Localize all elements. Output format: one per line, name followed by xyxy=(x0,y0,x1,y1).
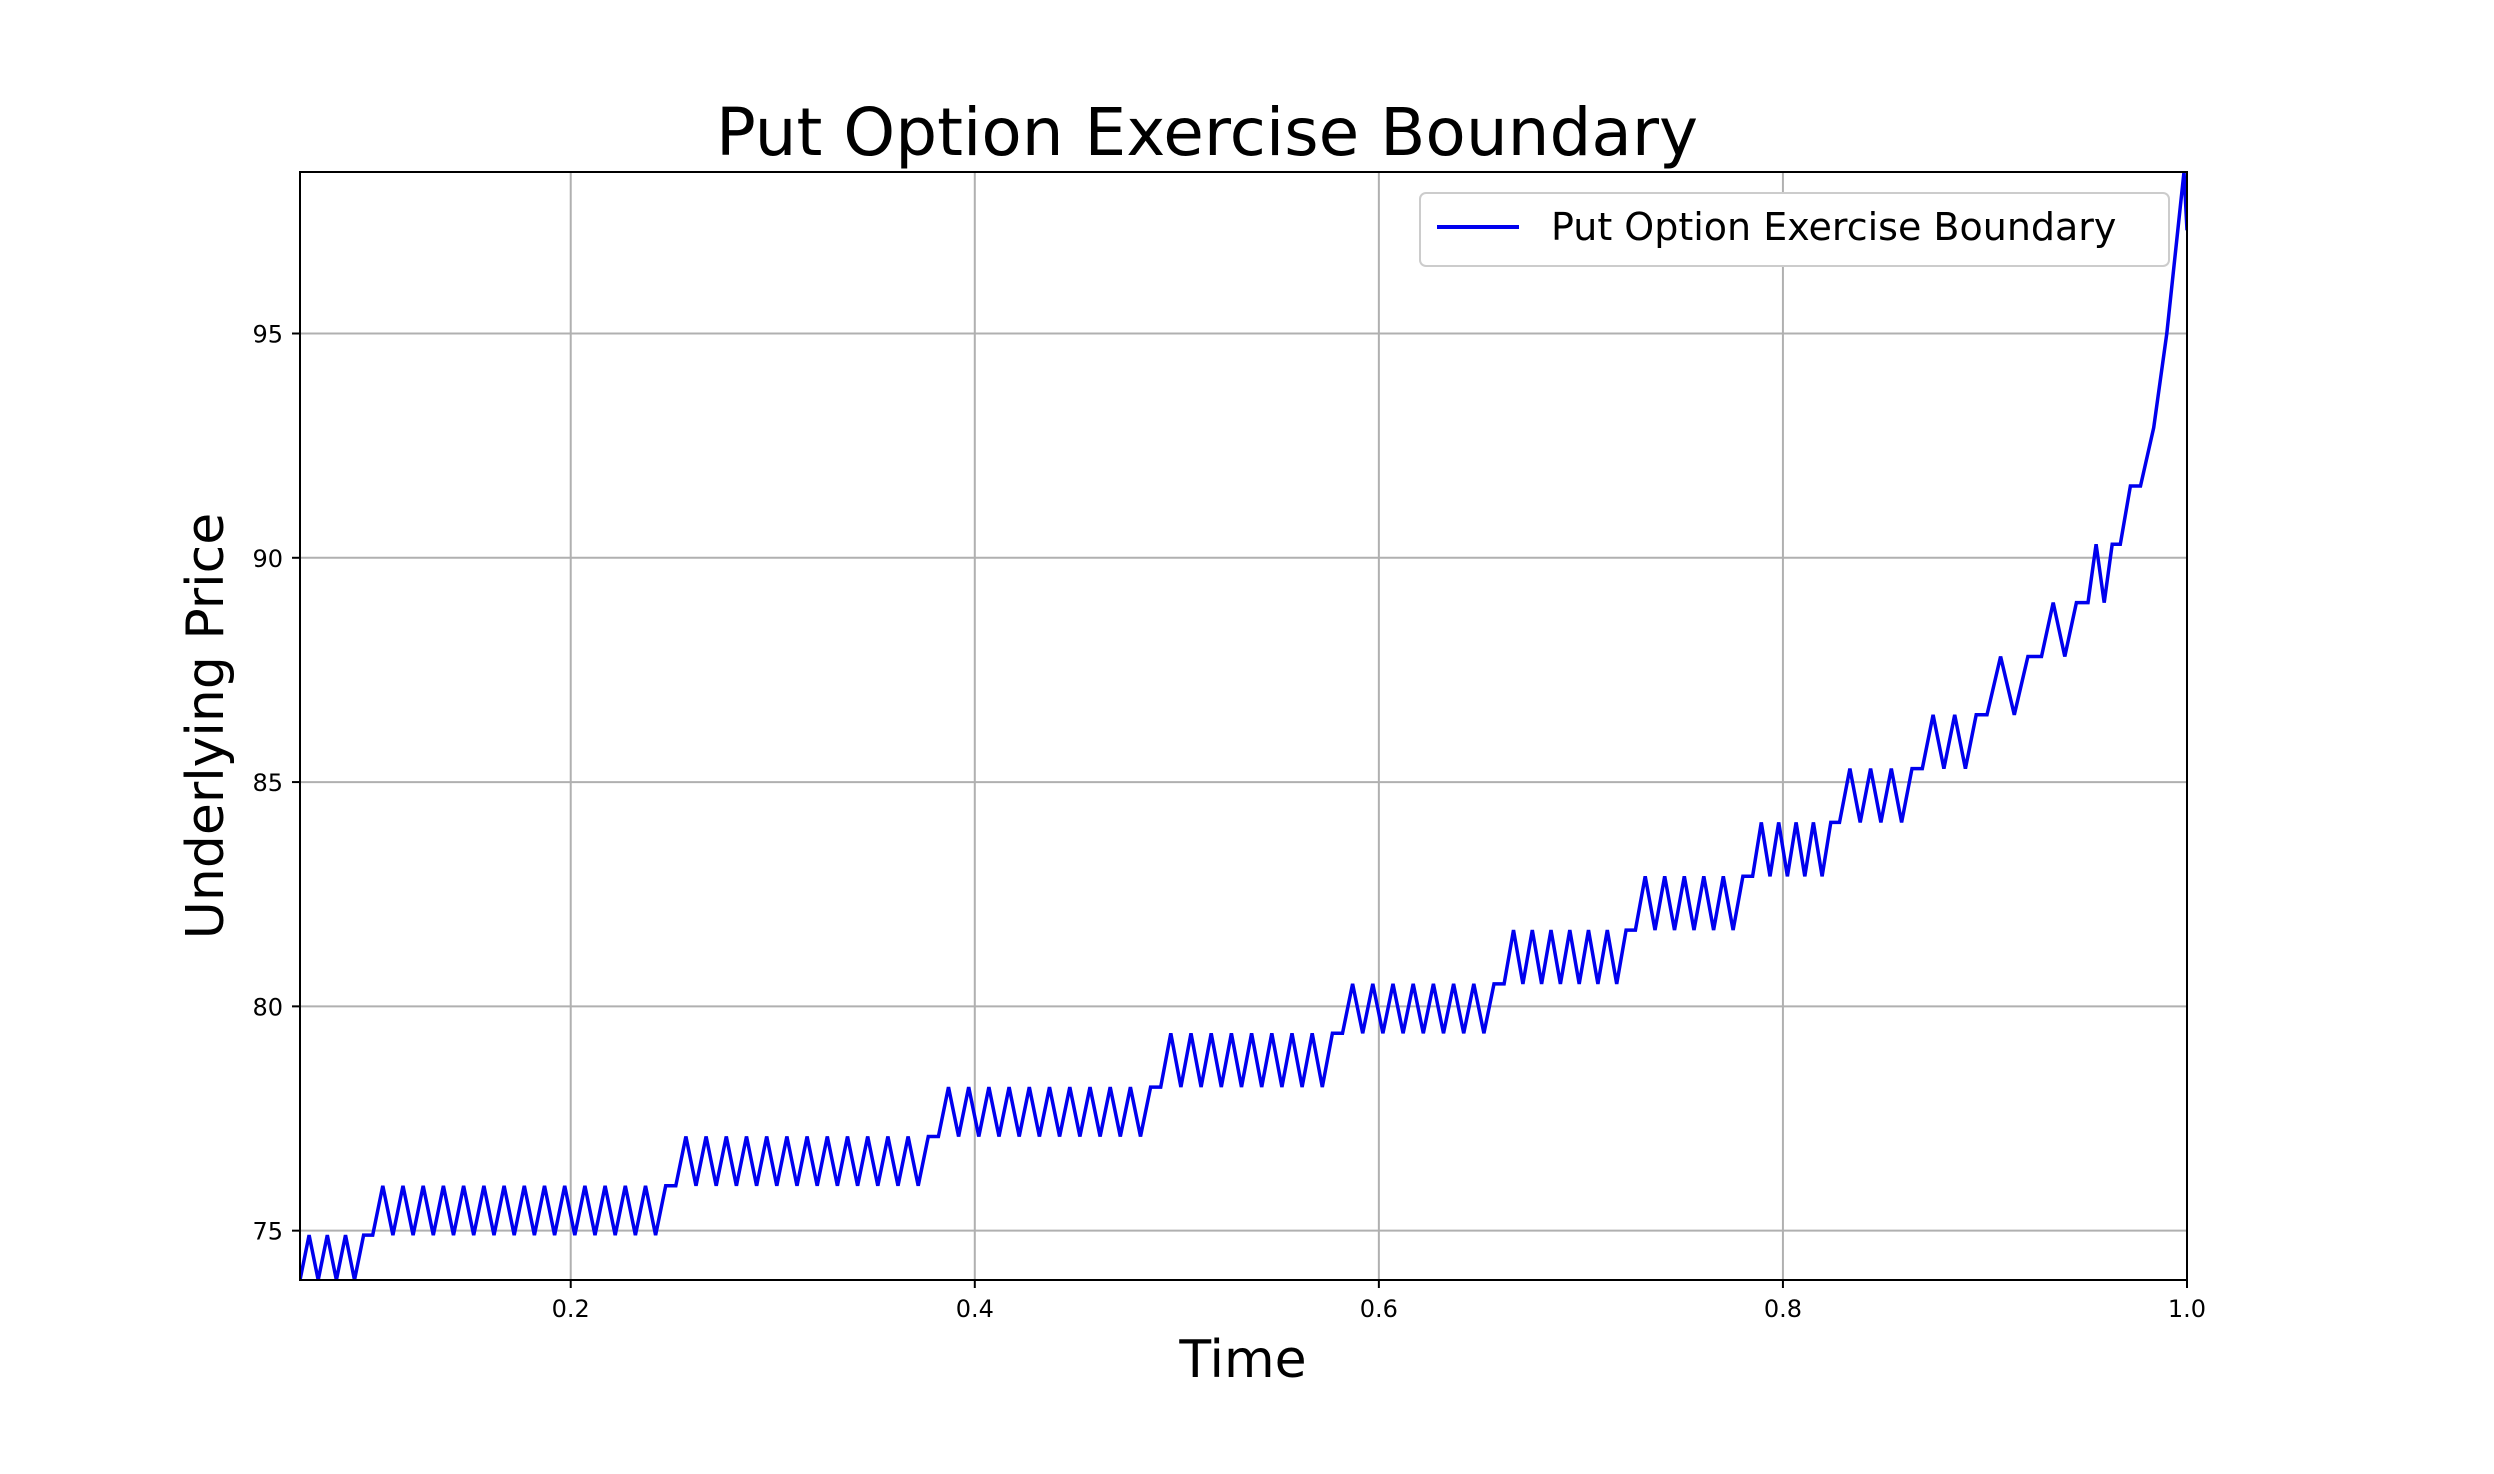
x-tick-label: 0.4 xyxy=(956,1295,994,1323)
y-tick-label: 80 xyxy=(252,993,283,1021)
legend: Put Option Exercise Boundary xyxy=(1419,192,2170,267)
chart-title: Put Option Exercise Boundary xyxy=(716,94,1698,171)
series-line-put-option-exercise-boundary xyxy=(300,172,2187,1280)
y-tick-label: 85 xyxy=(252,769,283,797)
x-tick-label: 0.8 xyxy=(1764,1295,1802,1323)
legend-box xyxy=(1419,192,2170,267)
x-tick-label: 0.2 xyxy=(552,1295,590,1323)
legend-label: Put Option Exercise Boundary xyxy=(1551,205,2116,249)
x-axis-ticks: 0.2 0.4 0.6 0.8 1.0 xyxy=(552,1280,2206,1323)
plot-frame xyxy=(299,171,2188,1281)
y-axis-label: Underlying Price xyxy=(176,513,236,939)
y-axis-ticks: 75 80 85 90 95 xyxy=(252,320,300,1246)
series-group xyxy=(300,172,2187,1280)
y-tick-label: 95 xyxy=(252,320,283,348)
y-tick-label: 75 xyxy=(252,1218,283,1246)
x-tick-label: 0.6 xyxy=(1360,1295,1398,1323)
x-tick-label: 1.0 xyxy=(2168,1295,2206,1323)
x-axis-label: Time xyxy=(1178,1330,1306,1390)
y-tick-label: 90 xyxy=(252,545,283,573)
